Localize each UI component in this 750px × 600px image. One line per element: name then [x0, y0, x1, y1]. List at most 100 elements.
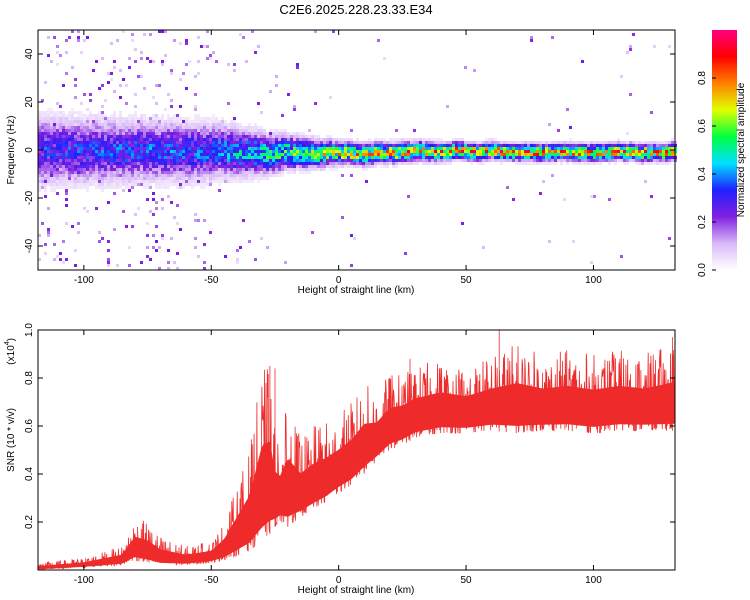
spectrogram-cell — [176, 150, 179, 153]
spectrogram-cell — [491, 147, 494, 150]
spectrogram-cell — [503, 144, 506, 147]
spectrogram-cell — [209, 129, 212, 132]
spectrogram-cell — [164, 123, 167, 126]
spectrogram-cell — [149, 162, 152, 165]
spectrogram-cell — [104, 123, 107, 126]
spectrogram-cell — [251, 159, 254, 162]
spectrogram-cell — [599, 162, 602, 165]
spectrogram-cell — [197, 120, 200, 123]
spectrogram-cell — [269, 153, 272, 156]
spectrogram-cell — [170, 132, 173, 135]
spectrogram-cell — [161, 183, 164, 186]
spectrogram-cell — [356, 144, 359, 147]
spectrogram-cell — [62, 123, 65, 126]
spectrogram-cell — [74, 123, 77, 126]
spectrogram-cell — [440, 144, 443, 147]
spectrogram-cell — [86, 123, 89, 126]
spectrogram-cell — [50, 189, 53, 192]
spectrogram-cell — [185, 168, 188, 171]
spectrogram-cell — [650, 111, 653, 114]
spectrogram-cell — [224, 144, 227, 147]
spectrogram-cell — [347, 156, 350, 159]
spectrogram-cell — [641, 162, 644, 165]
spectrogram-cell — [89, 168, 92, 171]
spectrogram-cell — [560, 147, 563, 150]
spectrogram-cell — [116, 168, 119, 171]
spectrogram-cell — [314, 159, 317, 162]
spectrogram-cell — [221, 138, 224, 141]
spectrogram-cell — [536, 147, 539, 150]
spectrogram-cell — [80, 102, 83, 105]
spectrogram-cell — [512, 159, 515, 162]
spectrogram-cell — [305, 156, 308, 159]
spectrogram-cell — [236, 123, 239, 126]
spectrogram-cell — [173, 162, 176, 165]
spectrogram-cell — [200, 168, 203, 171]
spectrogram-cell — [146, 135, 149, 138]
spectrogram-cell — [191, 171, 194, 174]
spectrogram-cell — [146, 141, 149, 144]
spectrogram-cell — [578, 159, 581, 162]
spectrogram-cell — [638, 147, 641, 150]
spectrogram-cell — [227, 141, 230, 144]
spectrogram-cell — [101, 111, 104, 114]
spectrogram-cell — [59, 147, 62, 150]
spectrogram-cell — [221, 171, 224, 174]
snr-scale-exponent: 4 — [4, 341, 11, 345]
spectrogram-cell — [659, 144, 662, 147]
spectrogram-cell — [392, 141, 395, 144]
spectrogram-cell — [572, 153, 575, 156]
spectrogram-cell — [131, 141, 134, 144]
spectrogram-cell — [419, 153, 422, 156]
spectrogram-cell — [545, 147, 548, 150]
spectrogram-cell — [278, 135, 281, 138]
spectrogram-cell — [65, 159, 68, 162]
spectrogram-cell — [563, 156, 566, 159]
spectrogram-cell — [656, 162, 659, 165]
spectrogram-cell — [284, 261, 287, 264]
spectrogram-cell — [83, 129, 86, 132]
spectrogram-cell — [62, 153, 65, 156]
spectrogram-cell — [77, 144, 80, 147]
spectrogram-cell — [134, 141, 137, 144]
spectrogram-cell — [170, 117, 173, 120]
spectrogram-cell — [56, 51, 59, 54]
spectrogram-cell — [140, 135, 143, 138]
spectrogram-cell — [320, 141, 323, 144]
spectrogram-cell — [470, 147, 473, 150]
spectrogram-cell — [281, 168, 284, 171]
spectrogram-cell — [302, 132, 305, 135]
spectrogram-cell — [443, 162, 446, 165]
spectrogram-cell — [56, 192, 59, 195]
spectrogram-cell — [494, 156, 497, 159]
spectrogram-cell — [482, 159, 485, 162]
spectrogram-cell — [116, 141, 119, 144]
spectrogram-cell — [527, 147, 530, 150]
spectrogram-cell — [635, 141, 638, 144]
spectrogram-cell — [584, 153, 587, 156]
spectrogram-cell — [41, 141, 44, 144]
spectrogram-cell — [41, 180, 44, 183]
spectrogram-cell — [137, 129, 140, 132]
spectrogram-cell — [65, 156, 68, 159]
spectrogram-cell — [221, 120, 224, 123]
spectrogram-cell — [350, 144, 353, 147]
spectrogram-cell — [101, 123, 104, 126]
spectrogram-cell — [233, 147, 236, 150]
spectrogram-cell — [299, 135, 302, 138]
spectrogram-cell — [308, 147, 311, 150]
spectrogram-cell — [437, 138, 440, 141]
spectrogram-cell — [266, 132, 269, 135]
spectrogram-cell — [239, 177, 242, 180]
spectrogram-cell — [248, 177, 251, 180]
spectrogram-cell — [107, 177, 110, 180]
spectrogram-cell — [269, 159, 272, 162]
spectrogram-cell — [56, 102, 59, 105]
spectrogram-cell — [110, 126, 113, 129]
spectrogram-cell — [155, 186, 158, 189]
spectrogram-cell — [557, 129, 560, 132]
spectrogram-cell — [62, 156, 65, 159]
spectrogram-cell — [242, 159, 245, 162]
spectrogram-cell — [68, 171, 71, 174]
spectrogram-cell — [68, 144, 71, 147]
